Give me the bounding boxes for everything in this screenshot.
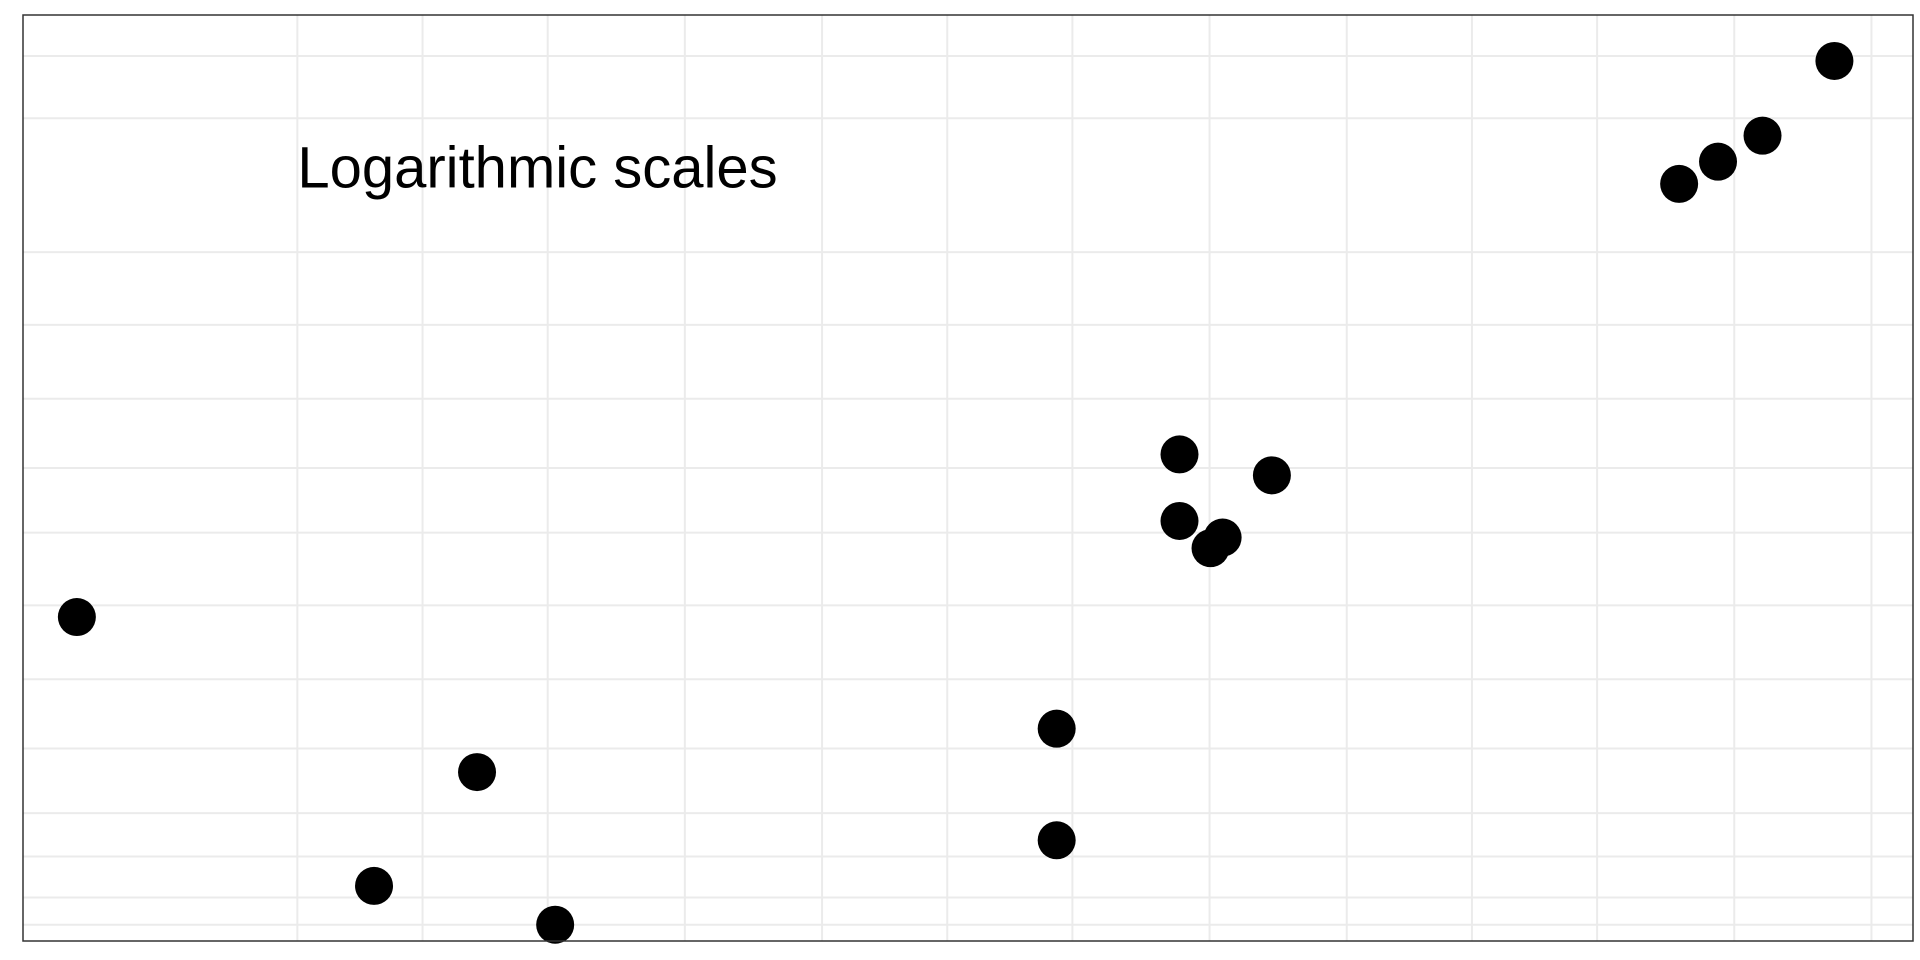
x-minor-gridlines	[421, 15, 1736, 941]
data-point	[1037, 709, 1076, 748]
y-major-gridlines	[23, 117, 1913, 899]
x-major-gridlines	[296, 15, 1873, 941]
data-point	[1815, 41, 1854, 80]
data-point	[1252, 456, 1291, 495]
data-point	[1037, 821, 1076, 860]
annotation-text: Logarithmic scales	[297, 136, 777, 201]
data-point	[1191, 529, 1230, 568]
data-point	[1160, 501, 1199, 540]
y-minor-gridlines	[23, 54, 1913, 926]
panel-border	[22, 14, 1914, 942]
data-points	[57, 41, 1854, 944]
data-point	[1160, 435, 1199, 474]
data-point	[1699, 142, 1738, 181]
data-point	[1743, 116, 1782, 155]
data-point	[1660, 164, 1699, 203]
data-point	[355, 866, 394, 905]
data-point	[458, 753, 497, 792]
data-point	[57, 598, 96, 637]
data-point	[536, 905, 575, 944]
